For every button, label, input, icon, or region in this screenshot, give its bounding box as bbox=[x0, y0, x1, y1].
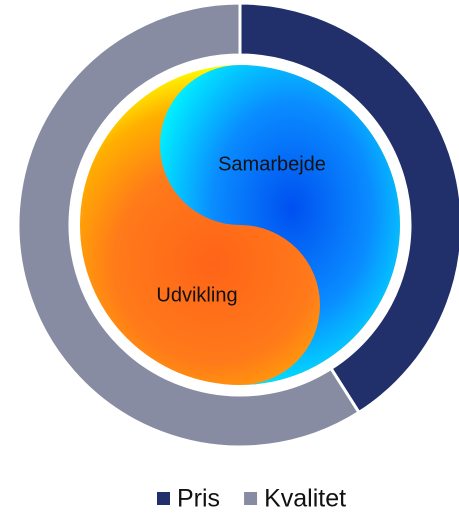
inner-label: Samarbejde bbox=[218, 153, 326, 175]
legend-label: Kvalitet bbox=[264, 485, 346, 513]
legend-label: Pris bbox=[177, 485, 220, 513]
inner-label: Udvikling bbox=[156, 284, 237, 306]
chart: Samarbejde Udvikling Pris Kvalitet bbox=[0, 0, 459, 521]
yin-yang bbox=[80, 65, 400, 385]
legend: Pris Kvalitet bbox=[157, 485, 346, 513]
legend-marker bbox=[244, 492, 257, 505]
legend-marker bbox=[157, 492, 170, 505]
